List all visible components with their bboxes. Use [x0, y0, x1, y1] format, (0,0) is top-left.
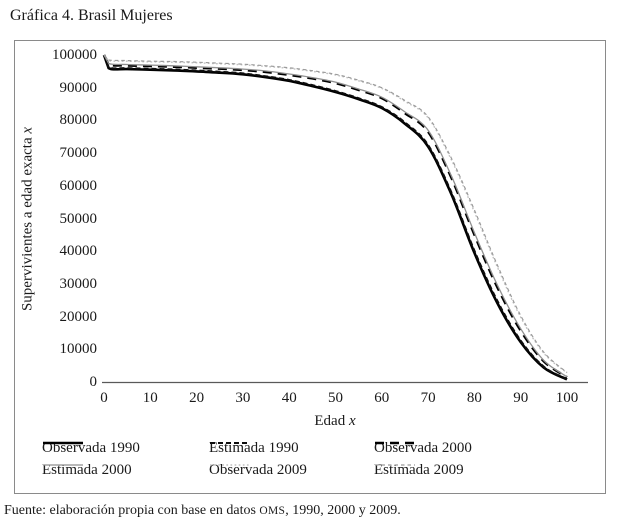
series-line-observada-2009: [103, 54, 568, 374]
plot-svg: [102, 54, 588, 384]
y-tick-label: 60000: [59, 177, 98, 194]
source-note-suffix: , 1990, 2000 y 2009.: [285, 503, 401, 518]
y-tick-label: 50000: [59, 210, 98, 227]
x-tick-label: 30: [235, 390, 251, 406]
y-tick-label: 80000: [59, 112, 98, 129]
x-tick-label: 0: [100, 390, 108, 406]
series-line-estimada-2009: [103, 54, 568, 373]
series-line-estimada-2000: [103, 54, 568, 378]
x-axis-title: Edad x: [314, 413, 355, 430]
y-tick-label: 40000: [59, 243, 98, 260]
x-tick-label: 70: [420, 390, 436, 406]
legend-item-estimada-2000: Estimada 2000: [42, 461, 132, 479]
y-tick-label: 0: [89, 374, 98, 390]
series-line-estimada-1990: [103, 54, 568, 380]
legend-label: Observada 2009: [209, 461, 307, 478]
x-axis-title-text: Edad: [314, 413, 349, 429]
series-line-observada-1990: [102, 54, 568, 381]
legend-line-sample: [210, 442, 250, 444]
x-tick-label: 80: [466, 390, 482, 406]
legend-line-sample: [43, 464, 83, 466]
legend-item-estimada-1990: Estimada 1990: [209, 439, 299, 457]
chart-title: Gráfica 4. Brasil Mujeres: [10, 7, 173, 24]
legend-line-sample: [43, 441, 83, 445]
legend-item-observada-2000: Observada 2000: [374, 439, 472, 457]
x-tick-label: 90: [513, 390, 529, 406]
y-tick-label: 90000: [59, 79, 98, 96]
y-tick-label: 20000: [59, 308, 98, 325]
source-note: Fuente: elaboración propia con base en d…: [4, 503, 401, 519]
legend-line-sample: [210, 464, 250, 466]
y-tick-label: 30000: [59, 275, 98, 292]
legend-line-sample: [375, 441, 415, 445]
x-axis-title-variable: x: [348, 413, 356, 429]
series-line-observada-2000: [102, 54, 568, 379]
legend-item-observada-2009: Observada 2009: [209, 461, 307, 479]
x-tick-label: 10: [142, 390, 158, 406]
legend-item-observada-1990: Observada 1990: [42, 439, 140, 457]
legend-line-sample: [375, 464, 415, 466]
x-tick-label: 100: [555, 390, 579, 406]
x-tick-label: 40: [281, 390, 297, 406]
legend-item-estimada-2009: Estimada 2009: [374, 461, 464, 479]
legend-label: Estimada 1990: [209, 439, 299, 456]
source-note-acronym: OMS: [259, 505, 286, 517]
source-note-prefix: Fuente: elaboración propia con base en d…: [4, 503, 260, 518]
y-tick-label: 10000: [59, 341, 98, 358]
x-tick-label: 20: [189, 390, 205, 406]
y-tick-label: 70000: [59, 145, 98, 162]
y-tick-label: 100000: [52, 47, 97, 63]
x-tick-label: 60: [374, 390, 390, 406]
x-tick-label: 50: [328, 390, 343, 406]
